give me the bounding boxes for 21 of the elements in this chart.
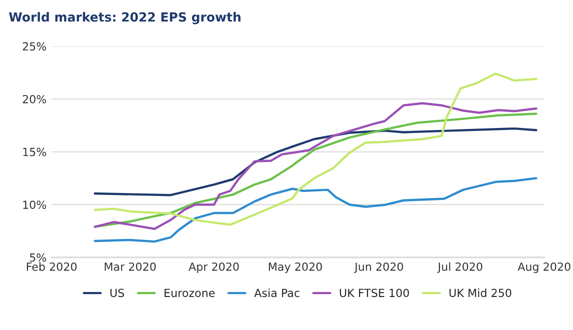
line-series <box>94 72 538 226</box>
line-series <box>94 177 538 243</box>
x-tick-label: May 2020 <box>268 262 322 274</box>
chart-title: World markets: 2022 EPS growth <box>8 12 240 24</box>
x-tick-label: Mar 2020 <box>104 262 156 271</box>
legend-label: Asia Pac <box>254 288 300 298</box>
x-tick-label: Apr 2020 <box>188 262 239 274</box>
y-tick-label: 5% <box>30 253 46 262</box>
y-tick-label: 10% <box>23 200 46 209</box>
x-tick-label: Feb 2020 <box>26 262 77 271</box>
y-tick-label: 25% <box>22 42 46 51</box>
y-tick-label: 15% <box>23 148 46 156</box>
x-tick-label: Aug 2020 <box>518 262 570 274</box>
x-tick-label: Jul 2020 <box>437 262 482 273</box>
legend-label: UK FTSE 100 <box>340 288 409 298</box>
legend-label: UK Mid 250 <box>450 288 512 298</box>
legend-label: Eurozone <box>164 288 215 298</box>
y-tick-label: 20% <box>22 94 46 104</box>
legend-label: US <box>110 288 124 298</box>
x-tick-label: Jun 2020 <box>354 262 404 273</box>
line-series <box>94 127 538 196</box>
